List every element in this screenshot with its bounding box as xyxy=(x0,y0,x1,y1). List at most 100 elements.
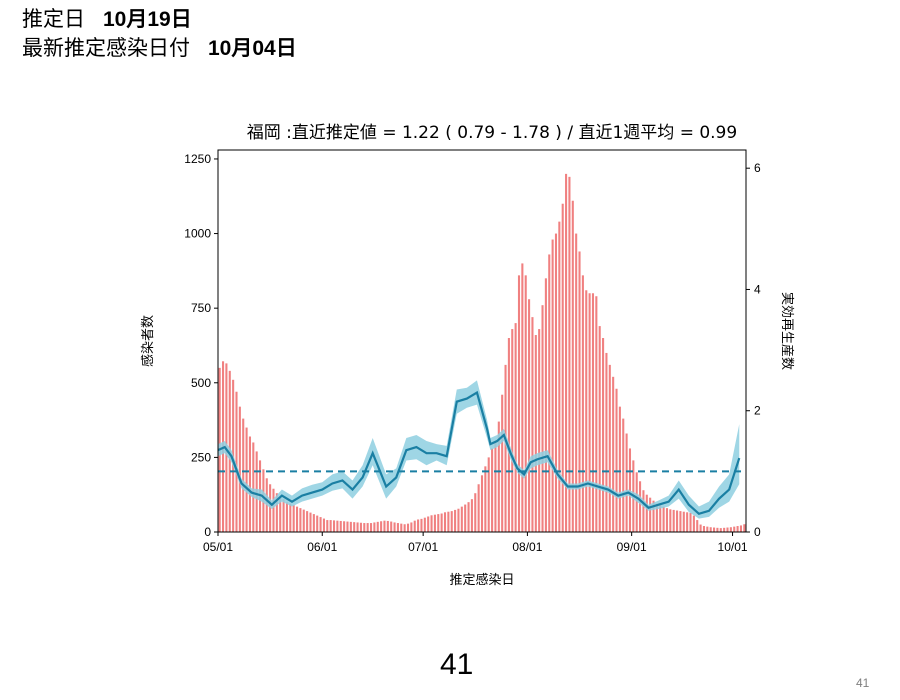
infection-bar xyxy=(662,506,665,532)
infection-bar xyxy=(548,254,551,532)
infection-bar xyxy=(699,524,702,532)
infection-bar xyxy=(423,517,426,532)
infection-bar xyxy=(302,509,305,532)
x-tick-label: 09/01 xyxy=(617,540,647,554)
infection-bar xyxy=(618,406,621,532)
infection-bar xyxy=(669,509,672,532)
infection-bar xyxy=(605,352,608,532)
infection-bar xyxy=(242,418,245,532)
infection-bar xyxy=(625,433,628,532)
left-tick-label: 1250 xyxy=(184,152,211,166)
infection-bar xyxy=(285,502,288,532)
infection-bar xyxy=(602,338,605,532)
infection-bar xyxy=(295,506,299,532)
x-tick-label: 06/01 xyxy=(307,540,337,554)
infection-bar xyxy=(709,527,712,532)
infection-bar xyxy=(639,481,642,532)
infection-bar xyxy=(517,275,521,532)
infection-bar xyxy=(336,520,339,532)
infection-bar xyxy=(608,364,611,532)
right-tick-label: 6 xyxy=(754,161,761,175)
infection-bar xyxy=(702,526,706,532)
infection-bar xyxy=(450,511,453,532)
infection-bar xyxy=(581,275,584,532)
infection-bar xyxy=(628,448,632,532)
estimate-date-value: 10月19日 xyxy=(103,8,192,31)
chart-title: 福岡 :直近推定値 = 1.22 ( 0.79 - 1.78 ) / 直近1週平… xyxy=(247,123,737,143)
infection-bar xyxy=(538,329,541,532)
infection-bar xyxy=(380,521,383,532)
infection-bar xyxy=(706,526,709,532)
infection-bar xyxy=(464,504,467,532)
infection-bar xyxy=(528,299,531,532)
infection-bar xyxy=(679,511,682,532)
infection-bar xyxy=(729,527,732,532)
infection-bar xyxy=(571,200,574,532)
infection-bar xyxy=(353,522,356,532)
infection-bar xyxy=(585,290,588,532)
infection-bar xyxy=(376,521,379,532)
infection-bar xyxy=(269,484,272,532)
infection-bar xyxy=(507,338,510,532)
infection-bar xyxy=(413,520,416,532)
infection-bar xyxy=(561,203,564,532)
infection-bar xyxy=(279,496,282,532)
infection-bar xyxy=(306,511,309,532)
latest-infection-value: 10月04日 xyxy=(208,37,297,60)
infection-bar xyxy=(591,293,595,532)
infection-bar xyxy=(676,510,679,532)
infection-bar xyxy=(272,488,275,532)
infection-bar xyxy=(322,518,325,532)
infection-bar xyxy=(316,515,319,532)
infection-bar xyxy=(504,364,507,532)
infection-bar xyxy=(655,503,658,532)
estimate-date-label: 推定日 xyxy=(22,7,85,31)
infection-bar xyxy=(393,522,396,532)
infection-bar xyxy=(467,502,470,532)
left-tick-label: 250 xyxy=(191,450,211,464)
infection-bar xyxy=(645,494,648,532)
left-tick-label: 1000 xyxy=(184,227,211,241)
infection-bar xyxy=(433,514,436,532)
infection-bar xyxy=(329,520,332,532)
x-tick-label: 07/01 xyxy=(408,540,438,554)
right-tick-label: 0 xyxy=(754,525,761,539)
infection-bar xyxy=(578,251,581,532)
infection-bar xyxy=(534,335,537,532)
infection-bar xyxy=(484,466,487,532)
left-tick-label: 750 xyxy=(191,301,211,315)
infection-bar xyxy=(309,512,312,532)
infection-bar xyxy=(245,427,248,532)
infection-bar xyxy=(544,278,547,532)
infection-bar xyxy=(665,508,669,532)
infection-bar xyxy=(430,515,433,532)
infection-bar xyxy=(356,522,359,532)
infection-bar xyxy=(622,418,625,532)
infection-bar xyxy=(383,520,386,532)
infection-bar xyxy=(417,519,420,532)
left-axis-label: 感染者数 xyxy=(140,315,156,367)
infection-bar xyxy=(474,493,477,532)
infection-bar xyxy=(551,239,554,532)
infection-bar xyxy=(739,525,742,532)
infection-bar xyxy=(437,514,440,532)
infection-bar xyxy=(292,505,295,532)
infection-bar xyxy=(235,391,238,532)
infection-bar xyxy=(275,493,278,532)
infection-bar xyxy=(339,520,342,532)
infection-bar xyxy=(575,233,578,532)
infection-bar xyxy=(521,263,524,532)
infection-bar xyxy=(460,506,463,532)
x-tick-label: 08/01 xyxy=(512,540,542,554)
infection-bar xyxy=(369,523,373,532)
infection-bar xyxy=(390,521,393,532)
infection-bar xyxy=(343,521,346,532)
infection-bar xyxy=(682,511,685,532)
infection-bar xyxy=(692,515,695,532)
infection-bar xyxy=(635,472,638,532)
infection-bar xyxy=(491,448,494,532)
infection-bar xyxy=(396,523,399,532)
infection-bar xyxy=(524,275,527,532)
infection-bar xyxy=(443,512,447,532)
